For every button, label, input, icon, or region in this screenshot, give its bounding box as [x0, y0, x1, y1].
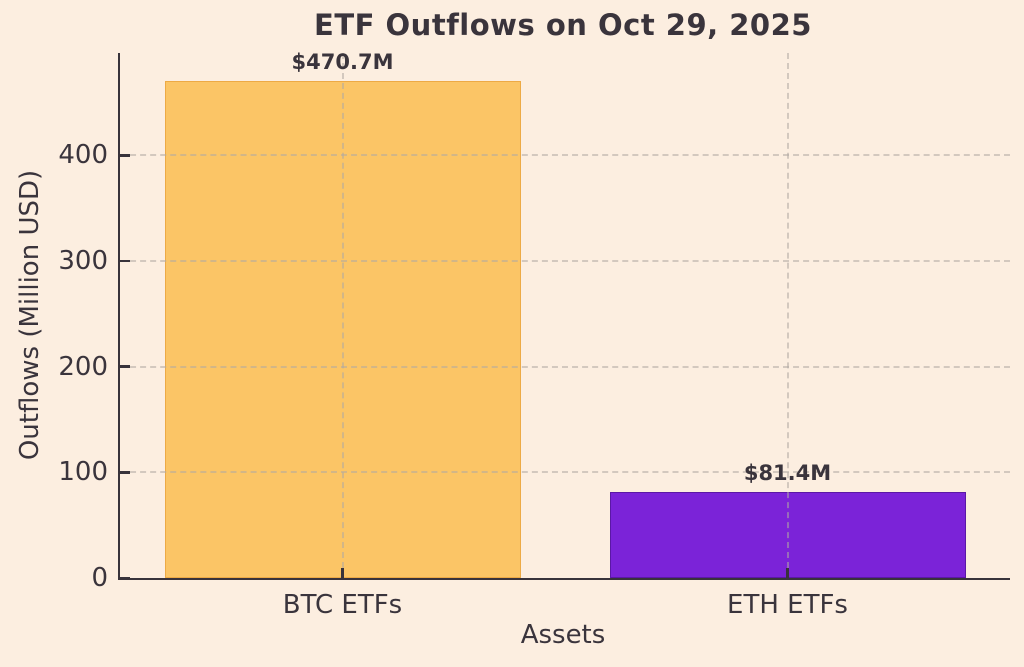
- y-tick-label: 100: [58, 457, 108, 488]
- bar-value-label: $470.7M: [291, 49, 394, 74]
- y-axis-label: Outflows (Million USD): [15, 169, 45, 461]
- horizontal-gridline: [120, 260, 1010, 263]
- y-tick-label: 200: [58, 351, 108, 382]
- x-tick-mark: [341, 568, 344, 578]
- x-tick-label: ETH ETFs: [727, 590, 848, 620]
- plot-area: 0 100 200 300 400 BTC ETFs $470.7M ETH ETFs $81.…: [58, 49, 1010, 620]
- horizontal-gridline: [120, 365, 1010, 368]
- horizontal-gridline: [120, 471, 1010, 474]
- y-tick-mark: [120, 471, 130, 474]
- x-tick-label: BTC ETFs: [282, 590, 403, 620]
- x-axis-label: Assets: [520, 620, 606, 650]
- chart-title: ETF Outflows on Oct 29, 2025: [314, 8, 812, 42]
- vertical-gridline: [786, 53, 789, 578]
- vertical-gridline: [341, 53, 344, 578]
- y-tick-mark: [120, 576, 130, 580]
- y-tick-label: 400: [58, 140, 108, 171]
- horizontal-gridline: [120, 154, 1010, 157]
- y-tick-mark: [120, 365, 130, 368]
- y-tick-mark: [120, 154, 130, 157]
- bar-value-label: $81.4M: [743, 461, 832, 486]
- y-tick-label: 300: [58, 246, 108, 277]
- y-tick-label: 0: [91, 563, 108, 593]
- y-tick-mark: [120, 259, 130, 263]
- x-tick-mark: [786, 568, 789, 578]
